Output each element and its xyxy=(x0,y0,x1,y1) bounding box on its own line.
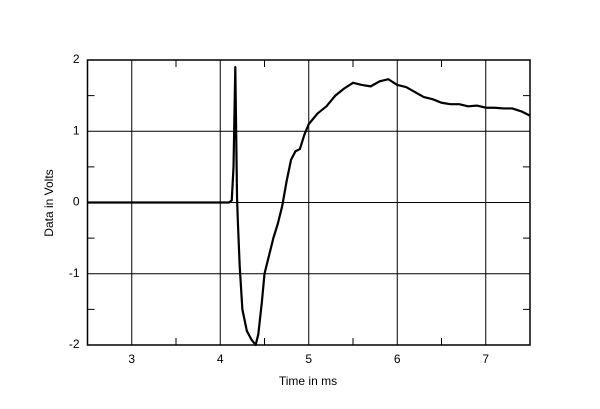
x-tick-label: 4 xyxy=(217,352,224,366)
x-axis-label: Time in ms xyxy=(279,374,337,388)
y-tick-label: 0 xyxy=(73,195,80,209)
y-axis-label: Data in Volts xyxy=(42,169,56,236)
y-tick-label: 1 xyxy=(73,123,80,137)
y-tick-label: 2 xyxy=(73,52,80,66)
data-line xyxy=(87,66,531,347)
x-tick-label: 7 xyxy=(482,352,489,366)
x-tick-label: 6 xyxy=(394,352,401,366)
y-tick-label: -1 xyxy=(69,266,80,280)
x-tick-label: 3 xyxy=(128,352,135,366)
y-tick-label: -2 xyxy=(69,337,80,351)
x-tick-label: 5 xyxy=(305,352,312,366)
